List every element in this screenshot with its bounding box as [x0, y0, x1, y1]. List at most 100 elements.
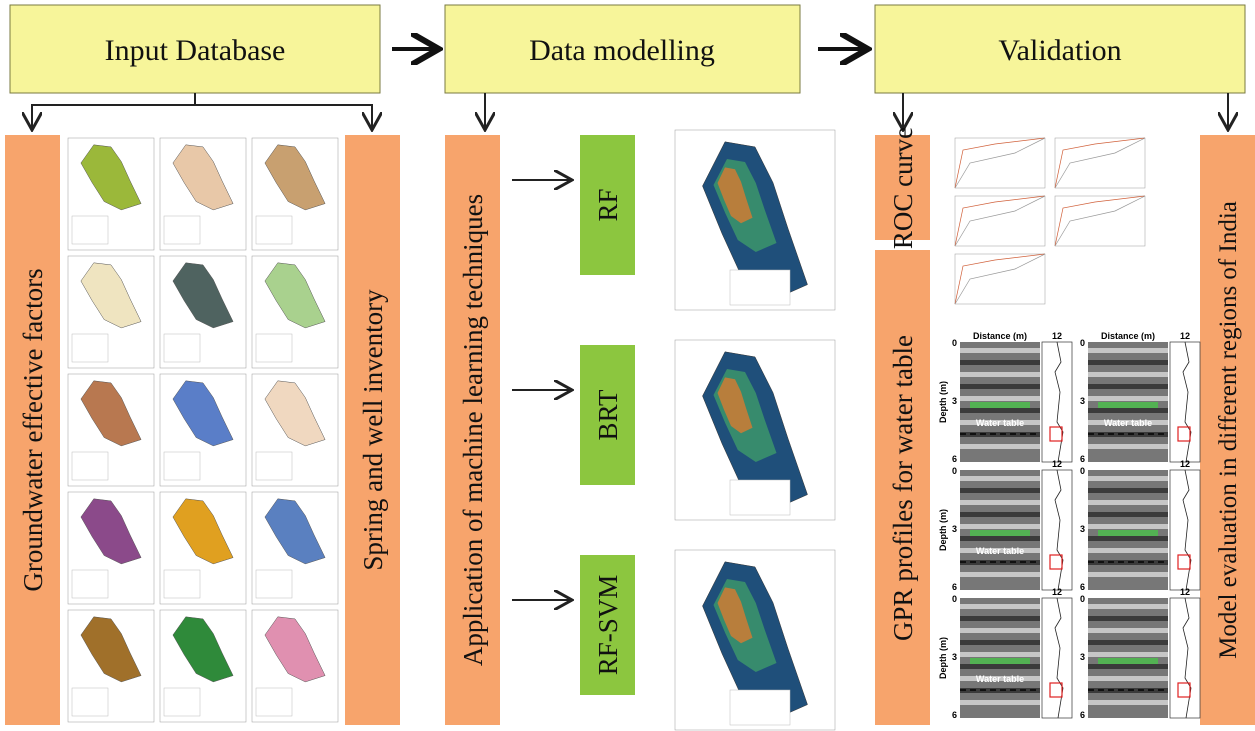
x-tick: 12 — [1180, 459, 1190, 469]
x-tick: 12 — [1052, 459, 1062, 469]
y-label: Depth (m) — [938, 381, 948, 423]
arrow — [195, 105, 372, 128]
gpr-anomaly — [970, 658, 1030, 664]
map-legend — [72, 570, 108, 598]
y-tick: 6 — [1080, 454, 1085, 464]
gpr-band — [960, 396, 1040, 401]
map-legend — [164, 452, 200, 480]
map-legend — [256, 688, 292, 716]
gpr-band — [960, 360, 1040, 365]
side-label: Spring and well inventory — [358, 289, 388, 571]
model-label: RF — [593, 188, 623, 221]
x-tick: 12 — [1180, 587, 1190, 597]
map-legend — [256, 334, 292, 362]
gpr-band — [1088, 488, 1168, 493]
diagram: Input Database Data modelling Validation… — [0, 0, 1255, 731]
map-legend — [730, 270, 790, 305]
gpr-band — [960, 488, 1040, 493]
model-label: BRT — [593, 389, 623, 440]
map-legend — [256, 216, 292, 244]
x-tick: 12 — [1180, 331, 1190, 341]
side-label: Application of machine learning techniqu… — [458, 194, 488, 666]
y-tick: 3 — [1080, 396, 1085, 406]
gpr-band — [1088, 500, 1168, 505]
y-tick: 6 — [952, 710, 957, 720]
gpr-band — [1088, 676, 1168, 681]
gpr-band — [1088, 628, 1168, 633]
gpr-band — [960, 384, 1040, 389]
gpr-anomaly — [1098, 530, 1158, 536]
gpr-trace-box — [1042, 342, 1072, 462]
roc-chart — [955, 138, 1045, 188]
gpr-trace-box — [1170, 342, 1200, 462]
side-label: ROC curve — [888, 127, 918, 249]
roc-chart — [955, 254, 1045, 304]
gpr-band — [1088, 372, 1168, 377]
map-legend — [730, 690, 790, 725]
gpr-anomaly — [970, 530, 1030, 536]
gpr-band — [960, 408, 1040, 413]
gpr-trace-box — [1042, 598, 1072, 718]
map-legend — [72, 688, 108, 716]
gpr-band — [960, 348, 1040, 353]
gpr-band — [1088, 396, 1168, 401]
gpr-band — [1088, 548, 1168, 553]
y-tick: 0 — [952, 594, 957, 604]
gpr-band — [1088, 360, 1168, 365]
water-table-label: Water table — [976, 418, 1024, 428]
gpr-band — [1088, 348, 1168, 353]
x-label: Distance (m) — [1101, 331, 1155, 341]
map-legend — [72, 334, 108, 362]
gpr-band — [1088, 408, 1168, 413]
gpr-band — [960, 536, 1040, 541]
y-tick: 3 — [1080, 652, 1085, 662]
gpr-anomaly — [1098, 658, 1158, 664]
gpr-band — [1088, 572, 1168, 577]
y-tick: 6 — [1080, 582, 1085, 592]
y-tick: 0 — [1080, 466, 1085, 476]
gpr-band — [960, 524, 1040, 529]
gpr-band — [1088, 444, 1168, 449]
y-tick: 3 — [952, 524, 957, 534]
y-tick: 0 — [952, 466, 957, 476]
y-label: Depth (m) — [938, 509, 948, 551]
gpr-band — [1088, 524, 1168, 529]
gpr-band — [1088, 652, 1168, 657]
gpr-band — [960, 628, 1040, 633]
gpr-band — [960, 372, 1040, 377]
model-label: RF-SVM — [593, 575, 623, 676]
side-label: GPR profiles for water table — [888, 335, 918, 641]
y-tick: 6 — [952, 582, 957, 592]
y-label: Depth (m) — [938, 637, 948, 679]
gpr-band — [1088, 616, 1168, 621]
x-tick: 12 — [1052, 331, 1062, 341]
y-tick: 0 — [1080, 338, 1085, 348]
y-tick: 6 — [1080, 710, 1085, 720]
gpr-band — [960, 700, 1040, 705]
x-tick: 12 — [1052, 587, 1062, 597]
gpr-anomaly — [970, 402, 1030, 408]
water-table-label: Water table — [1104, 418, 1152, 428]
gpr-band — [1088, 700, 1168, 705]
map-legend — [164, 334, 200, 362]
water-table-label: Water table — [976, 546, 1024, 556]
y-tick: 3 — [952, 396, 957, 406]
map-legend — [730, 480, 790, 515]
gpr-band — [960, 604, 1040, 609]
water-table-label: Water table — [976, 674, 1024, 684]
roc-chart — [1055, 196, 1145, 246]
gpr-band — [1088, 536, 1168, 541]
header-title: Data modelling — [529, 34, 715, 67]
gpr-band — [1088, 384, 1168, 389]
roc-chart — [955, 196, 1045, 246]
roc-chart — [1055, 138, 1145, 188]
gpr-band — [960, 616, 1040, 621]
map-legend — [256, 452, 292, 480]
gpr-band — [1088, 512, 1168, 517]
arrow — [32, 93, 195, 128]
gpr-trace-box — [1170, 470, 1200, 590]
gpr-band — [1088, 664, 1168, 669]
gpr-trace-box — [1170, 598, 1200, 718]
y-tick: 3 — [952, 652, 957, 662]
map-legend — [164, 570, 200, 598]
